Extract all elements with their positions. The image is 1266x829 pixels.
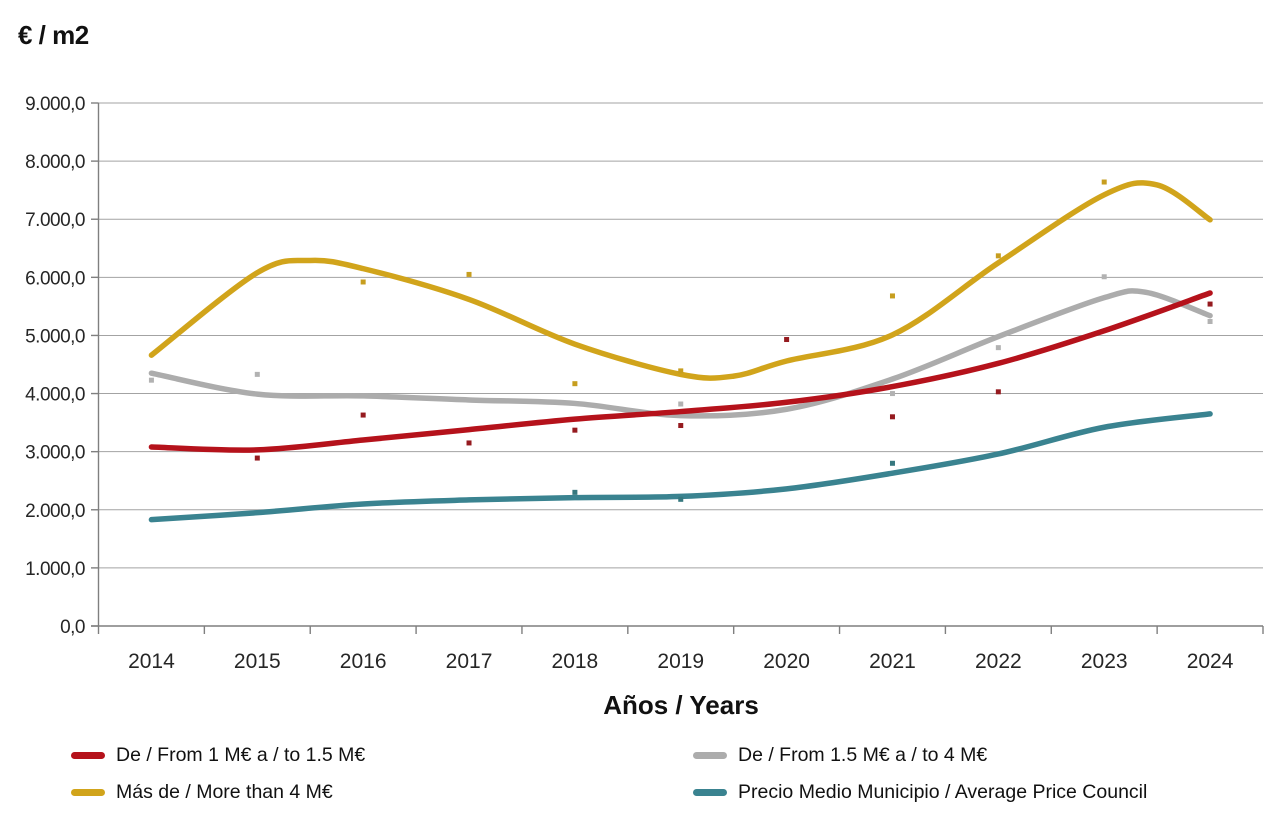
svg-text:2020: 2020: [763, 650, 810, 673]
trend-line-0: [148, 290, 1213, 453]
svg-text:2016: 2016: [340, 650, 387, 673]
data-point: [1207, 318, 1213, 324]
data-point: [678, 423, 684, 429]
data-point: [254, 455, 260, 461]
svg-text:3.000,0: 3.000,0: [25, 443, 85, 464]
data-point: [360, 412, 366, 418]
legend-swatch-gray-icon: [693, 752, 727, 759]
data-point: [466, 440, 472, 446]
svg-text:5.000,0: 5.000,0: [25, 326, 85, 347]
legend-label: Más de / More than 4 M€: [116, 781, 333, 803]
data-point: [678, 496, 684, 502]
data-point: [572, 381, 578, 387]
svg-text:2023: 2023: [1081, 650, 1128, 673]
data-point: [889, 293, 895, 299]
data-point: [889, 414, 895, 420]
svg-text:2022: 2022: [975, 650, 1022, 673]
chart-legend: De / From 1 M€ a / to 1.5 M€ De / From 1…: [71, 744, 1258, 804]
legend-item-average-price-council: Precio Medio Municipio / Average Price C…: [693, 781, 1258, 804]
data-point: [1207, 301, 1213, 307]
svg-text:8.000,0: 8.000,0: [25, 152, 85, 173]
x-axis-labels: 2014 2015 2016 2017 2018 2019 2020 2021 2022 2023…: [128, 650, 1234, 673]
svg-text:2019: 2019: [657, 650, 704, 673]
legend-item-1-5m-to-4m: De / From 1.5 M€ a / to 4 M€: [693, 744, 1258, 767]
svg-text:2014: 2014: [128, 650, 175, 673]
trend-line-1: [148, 288, 1213, 419]
legend-item-1m-to-1-5m: De / From 1 M€ a / to 1.5 M€: [71, 744, 693, 767]
legend-swatch-teal-icon: [693, 789, 727, 796]
legend-swatch-red-icon: [71, 752, 105, 759]
svg-text:4.000,0: 4.000,0: [25, 385, 85, 406]
data-point: [1101, 274, 1107, 280]
trend-line-3: [148, 411, 1213, 523]
legend-label: Precio Medio Municipio / Average Price C…: [738, 781, 1148, 803]
data-point: [572, 427, 578, 433]
data-point: [678, 368, 684, 374]
data-point: [995, 345, 1001, 351]
data-point: [995, 389, 1001, 395]
data-point: [995, 253, 1001, 259]
svg-text:2024: 2024: [1187, 650, 1234, 673]
legend-swatch-gold-icon: [71, 789, 105, 796]
svg-text:9.000,0: 9.000,0: [25, 94, 85, 115]
x-axis-title: Años / Years: [603, 690, 759, 720]
legend-item-more-than-4m: Más de / More than 4 M€: [71, 781, 693, 804]
svg-text:2015: 2015: [234, 650, 281, 673]
data-point: [148, 377, 154, 383]
trend-line-2: [148, 180, 1213, 381]
svg-text:1.000,0: 1.000,0: [25, 559, 85, 580]
svg-text:2.000,0: 2.000,0: [25, 501, 85, 522]
data-point: [889, 391, 895, 397]
data-point: [466, 271, 472, 277]
svg-text:7.000,0: 7.000,0: [25, 210, 85, 231]
legend-label: De / From 1.5 M€ a / to 4 M€: [738, 744, 988, 766]
data-point: [784, 337, 790, 343]
legend-label: De / From 1 M€ a / to 1.5 M€: [116, 744, 366, 766]
data-point: [889, 460, 895, 466]
data-point: [1101, 179, 1107, 185]
svg-text:6.000,0: 6.000,0: [25, 268, 85, 289]
y-axis-labels: 0,0 1.000,0 2.000,0 3.000,0 4.000,0 5.000,0 6.…: [25, 94, 85, 638]
y-axis-title: € / m2: [18, 20, 89, 50]
svg-text:2021: 2021: [869, 650, 916, 673]
data-point: [254, 371, 260, 377]
svg-text:2018: 2018: [552, 650, 599, 673]
svg-text:2017: 2017: [446, 650, 493, 673]
svg-text:0,0: 0,0: [60, 617, 85, 638]
data-point: [678, 401, 684, 407]
data-point: [572, 489, 578, 495]
axes: [91, 102, 1264, 634]
data-point: [360, 279, 366, 285]
